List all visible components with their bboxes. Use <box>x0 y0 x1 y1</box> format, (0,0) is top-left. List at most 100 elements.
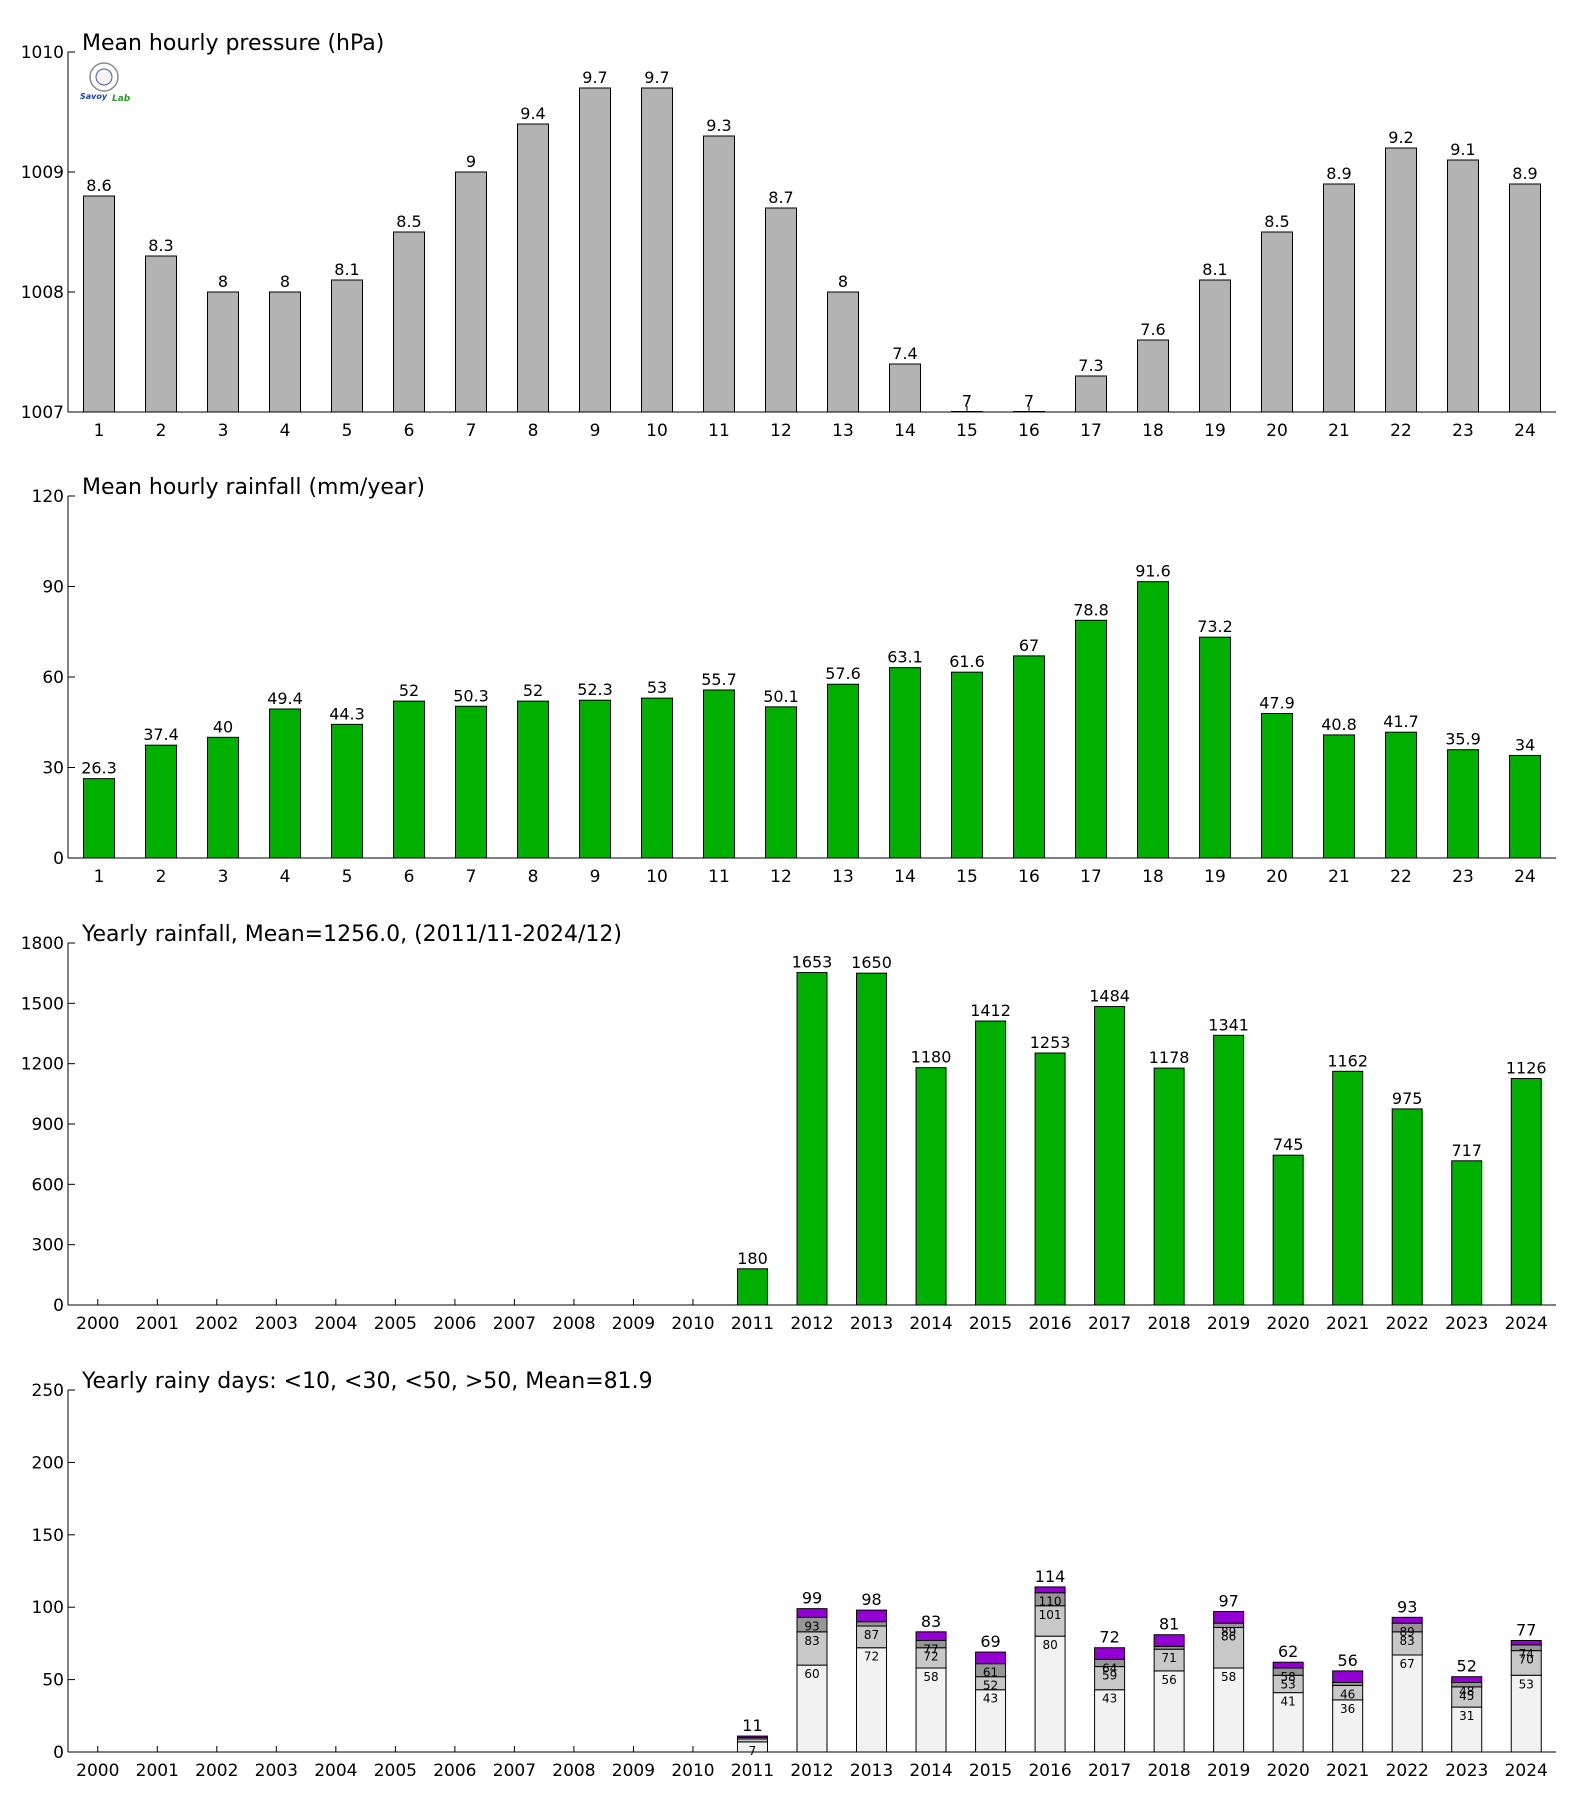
bar <box>83 195 115 413</box>
y-tick-label: 150 <box>32 1526 64 1546</box>
bar <box>1075 619 1107 859</box>
y-tick-label: 200 <box>32 1453 64 1473</box>
stack-segment-lt30 <box>796 1631 828 1666</box>
total-label: 77 <box>1516 1621 1536 1640</box>
stack-segment-total <box>1272 1661 1304 1669</box>
x-tick-label: 15 <box>956 421 978 441</box>
bar <box>207 736 239 859</box>
bar <box>1385 147 1417 413</box>
segment-label-lt10: 58 <box>1221 1670 1236 1684</box>
data-label: 7 <box>962 392 972 411</box>
stack-segment-total <box>1510 1640 1542 1646</box>
x-tick-label: 9 <box>590 421 601 441</box>
stack-segment-total <box>975 1651 1007 1665</box>
data-label: 1341 <box>1208 1015 1249 1034</box>
x-tick-label: 5 <box>342 867 353 887</box>
bar <box>1075 375 1107 413</box>
data-label: 1484 <box>1089 987 1130 1006</box>
y-tick-label: 0 <box>53 849 64 869</box>
x-tick-label: 2017 <box>1088 1761 1131 1781</box>
bar <box>1213 1034 1245 1306</box>
stack-segment-total <box>1391 1616 1423 1624</box>
chart-hourly_rain: Mean hourly rainfall (mm/year)0306090120… <box>32 475 1556 887</box>
data-label: 745 <box>1273 1135 1304 1154</box>
x-tick-label: 2009 <box>612 1761 655 1781</box>
segment-label-lt10: 72 <box>864 1650 879 1664</box>
data-label: 8 <box>280 272 290 291</box>
bar <box>1447 749 1479 859</box>
data-label: 73.2 <box>1197 617 1233 636</box>
data-label: 37.4 <box>143 725 179 744</box>
stack-segment-total <box>1213 1611 1245 1624</box>
x-tick-label: 24 <box>1514 867 1536 887</box>
x-tick-label: 2011 <box>731 1314 774 1334</box>
data-label: 50.3 <box>453 686 489 705</box>
y-tick-label: 1500 <box>21 994 64 1014</box>
data-label: 8.6 <box>86 176 111 195</box>
data-label: 8.5 <box>1264 212 1289 231</box>
data-label: 52 <box>523 681 543 700</box>
stack-segment-lt10 <box>1451 1706 1483 1753</box>
segment-label-lt10: 60 <box>804 1667 819 1681</box>
x-tick-label: 2015 <box>969 1314 1012 1334</box>
x-tick-label: 13 <box>832 867 854 887</box>
total-label: 97 <box>1218 1592 1238 1611</box>
data-label: 49.4 <box>267 689 303 708</box>
data-label: 63.1 <box>887 648 923 667</box>
x-tick-label: 2021 <box>1326 1314 1369 1334</box>
x-tick-label: 1 <box>94 867 105 887</box>
x-tick-label: 2003 <box>255 1761 298 1781</box>
segment-label-lt10: 36 <box>1340 1702 1355 1716</box>
bar <box>393 700 425 859</box>
data-label: 52 <box>399 681 419 700</box>
segment-label-lt10: 56 <box>1161 1673 1176 1687</box>
x-tick-label: 2001 <box>136 1761 179 1781</box>
y-tick-label: 60 <box>42 668 64 688</box>
data-label: 8 <box>838 272 848 291</box>
x-tick-label: 2013 <box>850 1761 893 1781</box>
x-tick-label: 2024 <box>1505 1761 1548 1781</box>
x-tick-label: 2000 <box>76 1761 119 1781</box>
data-label: 180 <box>737 1249 768 1268</box>
x-tick-label: 9 <box>590 867 601 887</box>
logo-text-bottom: Lab <box>112 94 131 104</box>
bar <box>517 123 549 413</box>
x-tick-label: 2009 <box>612 1314 655 1334</box>
x-tick-label: 23 <box>1452 421 1474 441</box>
x-tick-label: 2014 <box>909 1314 952 1334</box>
bar <box>207 291 239 413</box>
y-tick-label: 0 <box>53 1743 64 1763</box>
x-tick-label: 5 <box>342 421 353 441</box>
x-tick-label: 11 <box>708 421 730 441</box>
bar <box>889 667 921 859</box>
data-label: 7.4 <box>892 344 917 363</box>
bar <box>1199 636 1231 859</box>
segment-label-lt30: 70 <box>1519 1653 1534 1667</box>
x-tick-label: 3 <box>218 867 229 887</box>
x-tick-label: 20 <box>1266 867 1288 887</box>
data-label: 55.7 <box>701 670 737 689</box>
x-tick-label: 16 <box>1018 421 1040 441</box>
chart-title: Yearly rainy days: <10, <30, <50, >50, M… <box>81 1369 653 1394</box>
data-label: 1253 <box>1030 1033 1071 1052</box>
data-label: 35.9 <box>1445 730 1481 749</box>
bar <box>1153 1067 1185 1306</box>
bar <box>579 699 611 859</box>
data-label: 91.6 <box>1135 562 1171 581</box>
stack-segment-total <box>915 1631 947 1642</box>
bar <box>856 972 888 1306</box>
chart-title: Mean hourly pressure (hPa) <box>82 31 384 56</box>
y-tick-label: 1800 <box>21 934 64 954</box>
data-label: 41.7 <box>1383 712 1419 731</box>
data-label: 52.3 <box>577 680 613 699</box>
x-tick-label: 7 <box>466 867 477 887</box>
y-tick-label: 1007 <box>21 403 64 423</box>
stack-segment-lt10 <box>1094 1689 1126 1753</box>
segment-label-lt30: 53 <box>1281 1677 1296 1691</box>
data-label: 7.3 <box>1078 356 1103 375</box>
bar <box>641 697 673 859</box>
bar <box>1509 183 1541 413</box>
bar <box>1013 411 1045 413</box>
chart-title: Yearly rainfall, Mean=1256.0, (2011/11-2… <box>81 922 622 947</box>
x-tick-label: 15 <box>956 867 978 887</box>
